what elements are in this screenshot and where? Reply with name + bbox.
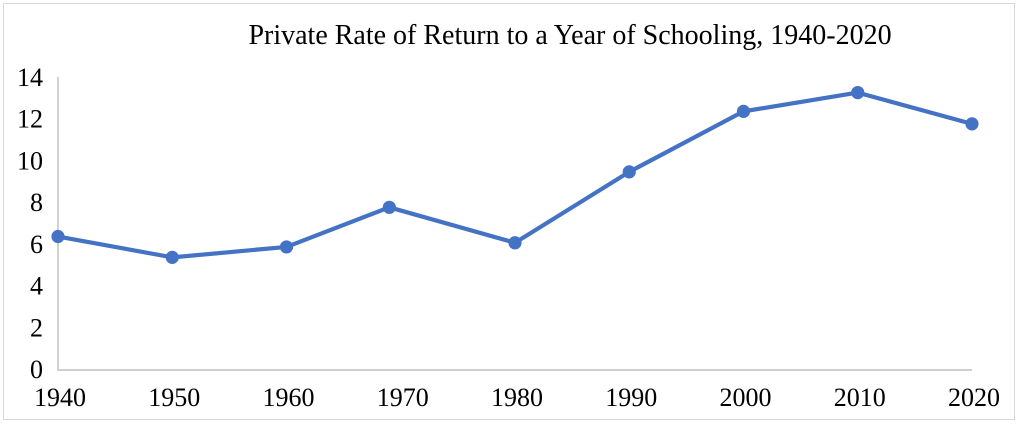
data-point	[508, 236, 522, 250]
data-point	[736, 104, 751, 118]
x-tick-label: 2000	[720, 383, 772, 412]
data-point	[965, 117, 979, 131]
x-tick-label: 1970	[377, 383, 429, 412]
x-tick-label: 1950	[148, 383, 200, 412]
y-tick-label: 6	[30, 230, 43, 259]
data-point	[851, 86, 865, 100]
y-tick-label: 0	[30, 355, 43, 384]
data-point	[279, 240, 294, 254]
y-tick-label: 10	[17, 146, 43, 175]
x-tick-label: 2020	[948, 383, 1000, 412]
chart-title: Private Rate of Return to a Year of Scho…	[248, 20, 891, 51]
y-tick-label: 12	[17, 105, 43, 134]
data-point	[51, 229, 65, 244]
y-tick-label: 8	[30, 188, 43, 217]
data-point	[622, 165, 636, 179]
data-point	[382, 200, 396, 214]
x-tick-label: 1990	[605, 383, 657, 412]
data-point	[165, 250, 179, 264]
x-tick-label: 1940	[34, 383, 86, 412]
y-tick-label: 14	[17, 63, 43, 92]
trend-line	[55, 90, 975, 260]
x-tick-label: 2010	[834, 383, 886, 412]
y-tick-label: 4	[30, 272, 43, 301]
x-tick-label: 1960	[263, 383, 315, 412]
y-tick-label: 2	[30, 313, 43, 342]
x-tick-label: 1980	[491, 383, 543, 412]
